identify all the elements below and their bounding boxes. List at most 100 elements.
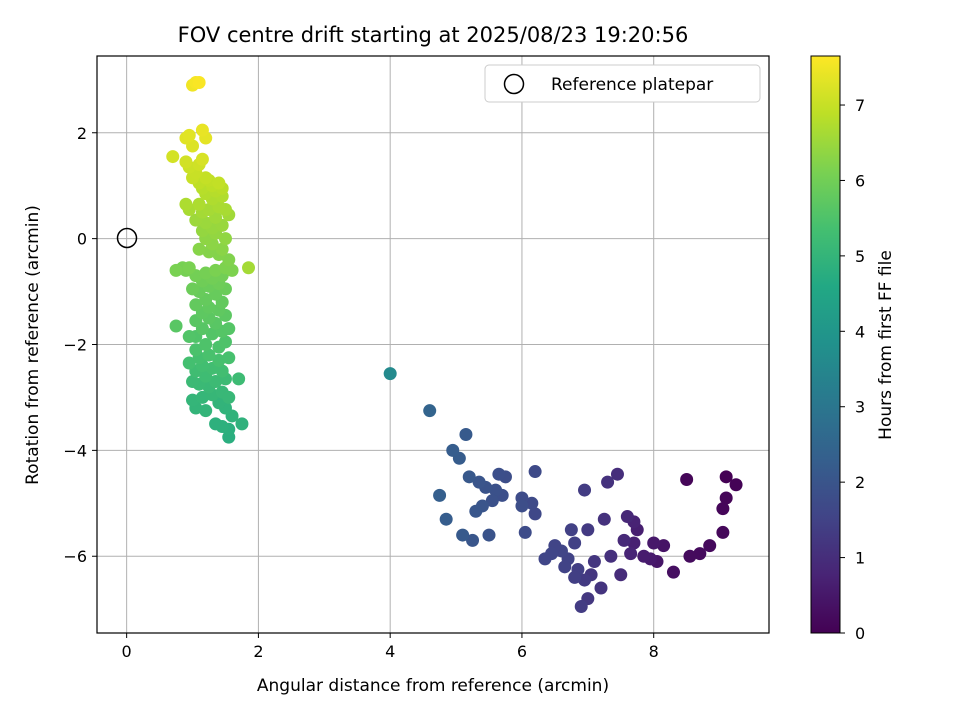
data-point [179, 155, 193, 169]
data-point [192, 242, 206, 256]
data-point [222, 390, 236, 404]
data-point [492, 467, 506, 481]
data-point [680, 472, 694, 486]
data-point [205, 327, 219, 341]
colorbar: 0 1 2 3 4 5 6 7 Hours from first FF file [810, 55, 896, 643]
data-point [472, 475, 486, 489]
data-point [578, 483, 592, 497]
x-tick-label: 6 [517, 642, 527, 661]
data-point [485, 494, 499, 508]
data-point [199, 404, 213, 418]
data-point [242, 261, 256, 275]
data-point [528, 465, 542, 479]
data-point [515, 499, 529, 513]
reference-marker [116, 227, 138, 249]
data-point [202, 203, 216, 217]
colorbar-tick-label: 7 [855, 96, 865, 115]
data-point [186, 375, 200, 389]
y-tick-label: 2 [77, 124, 87, 143]
data-point [215, 364, 229, 378]
data-point [469, 504, 483, 518]
data-point [199, 216, 213, 230]
data-point [199, 171, 213, 185]
data-point [597, 512, 611, 526]
data-point [617, 533, 631, 547]
data-point [666, 565, 680, 579]
data-point [433, 488, 447, 502]
data-point [235, 417, 249, 431]
data-point [218, 232, 232, 246]
data-point [209, 417, 223, 431]
y-axis: −6 −4 −2 0 2 [63, 124, 97, 566]
colorbar-label: Hours from first FF file [876, 250, 896, 440]
data-point [199, 266, 213, 280]
x-tick-label: 2 [253, 642, 263, 661]
data-point [182, 128, 196, 142]
data-point [558, 560, 572, 574]
data-point [222, 351, 236, 365]
y-axis-label: Rotation from reference (arcmin) [23, 205, 43, 485]
data-point [218, 335, 232, 349]
data-point [719, 470, 733, 484]
data-point [683, 549, 697, 563]
data-point [189, 298, 203, 312]
data-point [614, 568, 628, 582]
data-point [518, 525, 532, 539]
data-point [182, 330, 196, 344]
legend-marker [503, 73, 525, 95]
data-point [215, 242, 229, 256]
data-point [169, 263, 183, 277]
data-point [716, 502, 730, 516]
colorbar-tick-label: 0 [855, 624, 865, 643]
data-point [578, 573, 592, 587]
data-point [657, 539, 671, 553]
data-point [482, 528, 496, 542]
data-point [232, 372, 246, 386]
data-point [489, 483, 503, 497]
data-point [179, 197, 193, 211]
data-point [693, 547, 707, 561]
data-point [199, 338, 213, 351]
legend-box [484, 64, 761, 103]
colorbar-tick-label: 2 [855, 473, 865, 492]
data-point [564, 523, 578, 537]
data-point [439, 512, 453, 526]
data-point [716, 525, 730, 539]
data-point [604, 549, 618, 563]
data-point [624, 547, 638, 561]
x-axis: 0 2 4 6 8 [122, 633, 659, 661]
data-point [703, 539, 717, 553]
data-point [195, 123, 209, 137]
data-point [212, 176, 226, 190]
data-point [212, 353, 226, 367]
x-tick-label: 0 [122, 642, 132, 661]
data-point [182, 261, 196, 275]
data-point [601, 475, 615, 489]
colorbar-tick-label: 1 [855, 549, 865, 568]
data-point [202, 348, 216, 362]
data-point [528, 507, 542, 521]
data-point [568, 570, 582, 584]
data-point [446, 443, 460, 457]
y-tick-label: −4 [63, 441, 87, 460]
data-point [186, 393, 200, 407]
data-point [568, 536, 582, 550]
x-axis-label: Angular distance from reference (arcmin) [257, 676, 609, 696]
data-point [620, 510, 634, 524]
data-point [637, 549, 651, 563]
colorbar-gradient [810, 55, 841, 634]
data-point [189, 343, 203, 357]
data-point [459, 427, 473, 441]
data-point [574, 600, 588, 614]
x-tick-label: 8 [649, 642, 659, 661]
data-point [627, 536, 641, 550]
data-point [166, 150, 180, 164]
legend: Reference platepar [484, 64, 761, 103]
colorbar-ticks: 0 1 2 3 4 5 6 7 [840, 96, 865, 643]
colorbar-tick-label: 3 [855, 398, 865, 417]
data-point [195, 152, 209, 166]
legend-label: Reference platepar [551, 75, 713, 95]
data-point [186, 282, 200, 296]
